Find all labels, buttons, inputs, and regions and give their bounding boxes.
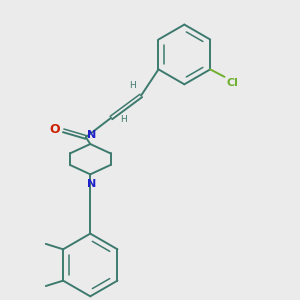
Text: N: N <box>86 130 96 140</box>
Text: H: H <box>120 115 127 124</box>
Text: Cl: Cl <box>226 78 238 88</box>
Text: O: O <box>49 123 59 136</box>
Text: N: N <box>86 178 96 188</box>
Text: H: H <box>129 81 136 90</box>
